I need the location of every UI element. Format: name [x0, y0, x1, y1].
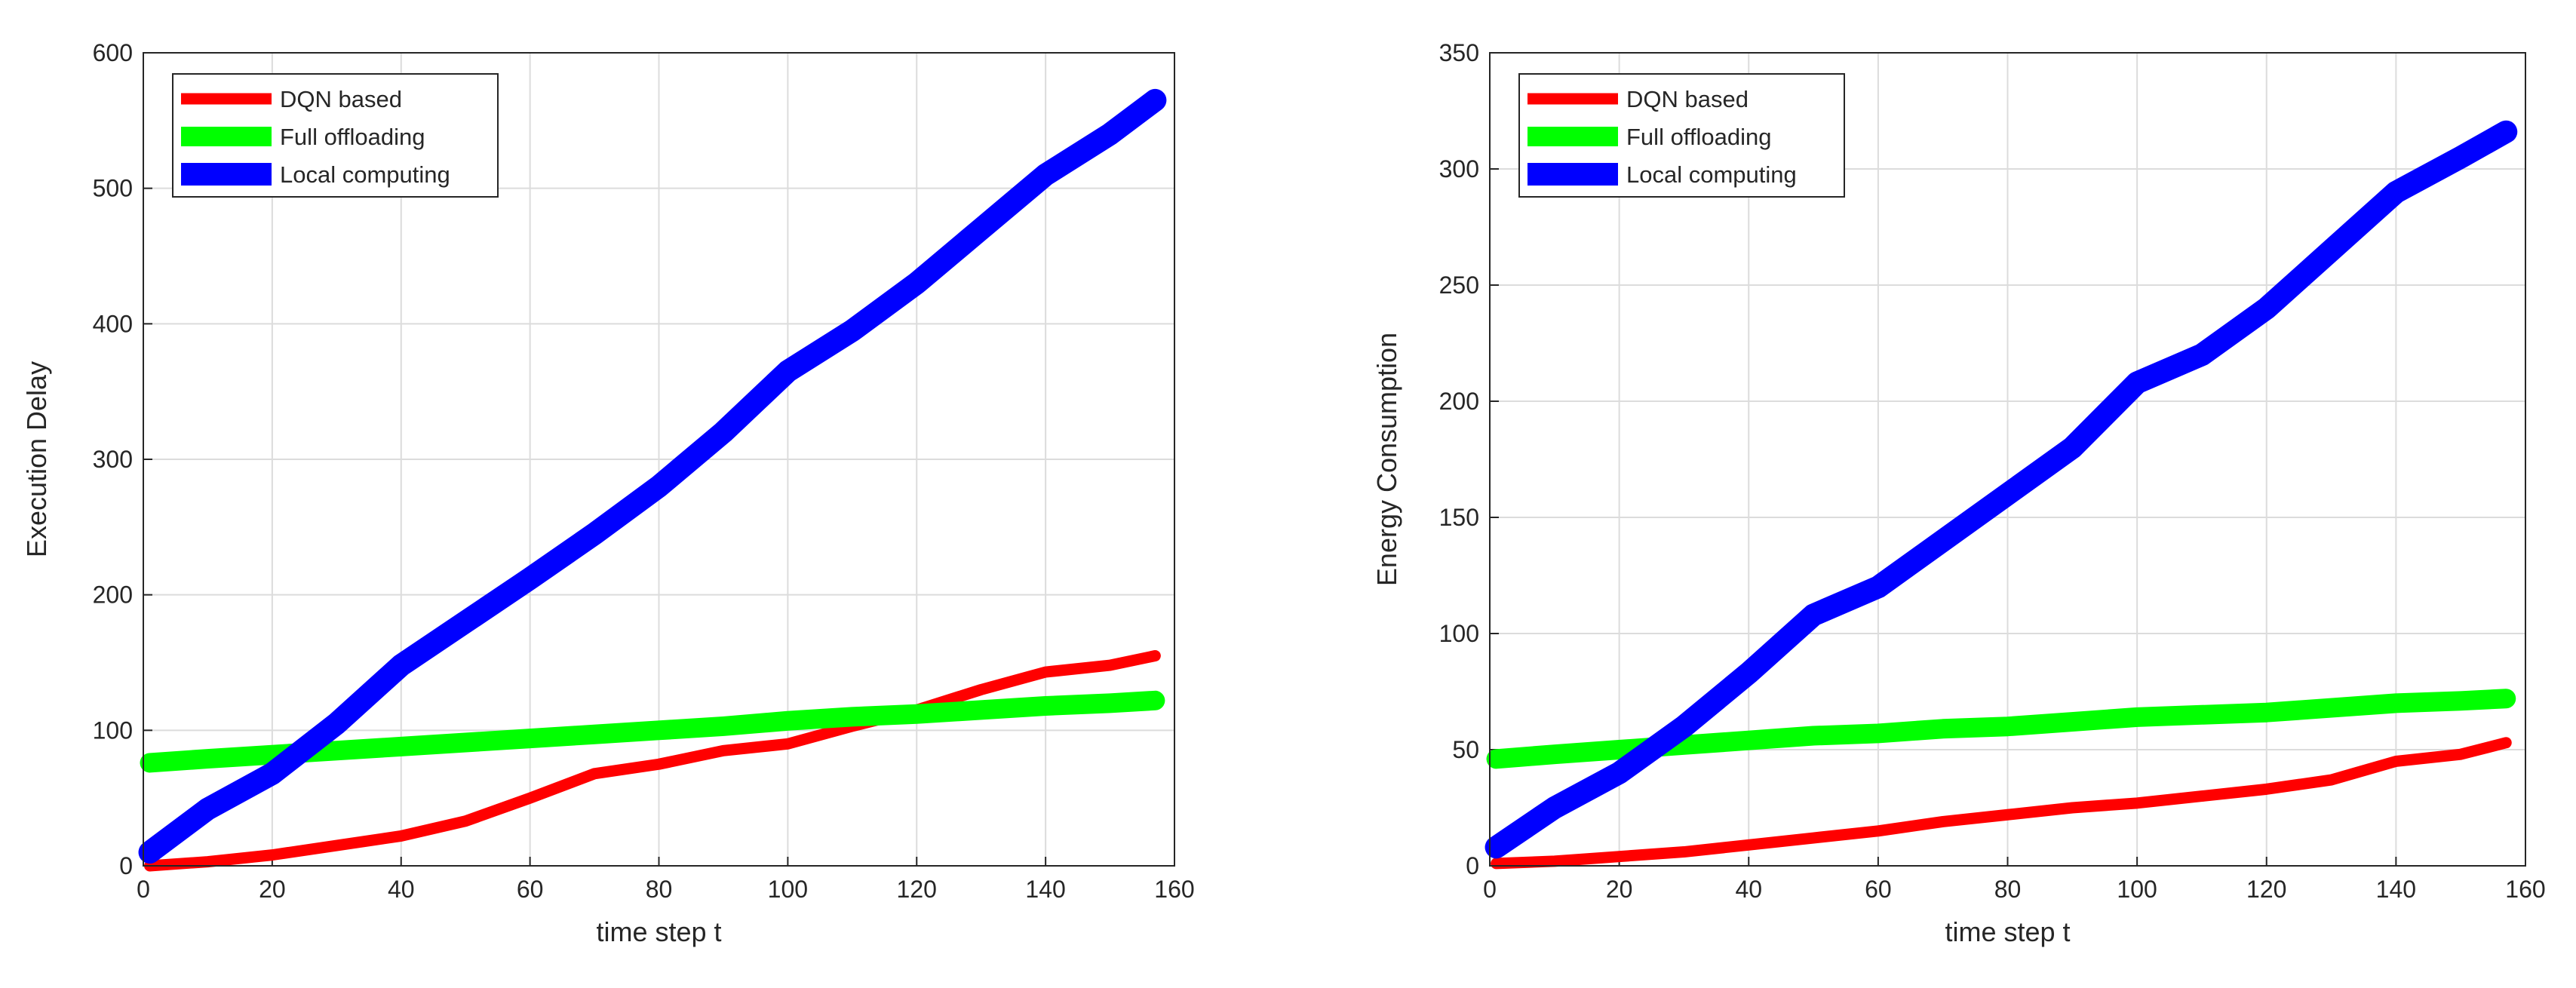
legend-label: DQN based — [1626, 86, 1749, 112]
x-tick-label: 100 — [768, 876, 808, 903]
legend-label: Local computing — [280, 161, 450, 188]
axes-box — [1489, 52, 2526, 867]
x-tick-label: 120 — [2246, 876, 2286, 903]
chart: 0 20 40 60 80 100 120 140 160 0 50 100 150 200 250 300 3… — [1371, 39, 2546, 947]
x-tick-label: 20 — [259, 876, 286, 903]
x-axis-label: time step t — [596, 916, 721, 947]
y-tick-label: 0 — [119, 852, 133, 879]
y-tick-label: 300 — [93, 446, 133, 473]
series-line — [1491, 737, 2512, 870]
x-tick-label: 80 — [646, 876, 673, 903]
x-tick-label: 120 — [897, 876, 937, 903]
x-axis-label: time step t — [1945, 916, 2070, 947]
x-tick-label: 0 — [1483, 876, 1497, 903]
y-tick-label: 350 — [1439, 39, 1479, 66]
x-tick-label: 140 — [1025, 876, 1065, 903]
x-tick-label: 0 — [137, 876, 150, 903]
chart: 0 20 40 60 80 100 120 140 160 0 100 200 300 400 500 600… — [21, 39, 1195, 947]
x-tick-label: 40 — [1735, 876, 1762, 903]
y-axis-label: Energy Consumption — [1371, 333, 1402, 586]
y-tick-label: 50 — [1452, 736, 1479, 763]
x-tick-label: 160 — [1154, 876, 1194, 903]
legend: DQN based Full offloading Local computing — [1518, 73, 1845, 198]
legend-label: Local computing — [1626, 161, 1797, 188]
x-tick-label: 60 — [517, 876, 544, 903]
series-line — [138, 88, 1167, 864]
y-tick-label: 600 — [93, 39, 133, 66]
y-tick-label: 100 — [93, 716, 133, 744]
y-tick-label: 300 — [1439, 155, 1479, 183]
legend-label: Full offloading — [280, 124, 425, 150]
x-tick-label: 100 — [2117, 876, 2157, 903]
y-tick-label: 200 — [1439, 388, 1479, 415]
x-tick-label: 20 — [1606, 876, 1633, 903]
y-tick-label: 200 — [93, 581, 133, 609]
legend-label: Full offloading — [1626, 124, 1771, 150]
y-tick-label: 100 — [1439, 620, 1479, 647]
y-tick-label: 0 — [1466, 852, 1479, 879]
axes-box — [143, 52, 1175, 867]
x-tick-label: 40 — [388, 876, 415, 903]
y-axis-label: Execution Delay — [21, 361, 52, 557]
legend: DQN based Full offloading Local computing — [172, 73, 499, 198]
series-line — [1485, 120, 2518, 859]
legend-label: DQN based — [280, 86, 402, 112]
x-tick-label: 160 — [2505, 876, 2545, 903]
series-line — [144, 650, 1161, 872]
y-tick-label: 400 — [93, 310, 133, 337]
y-tick-label: 500 — [93, 175, 133, 202]
x-tick-label: 80 — [1994, 876, 2022, 903]
y-tick-label: 250 — [1439, 272, 1479, 299]
y-tick-label: 150 — [1439, 504, 1479, 531]
x-tick-label: 60 — [1865, 876, 1892, 903]
x-tick-label: 140 — [2376, 876, 2416, 903]
